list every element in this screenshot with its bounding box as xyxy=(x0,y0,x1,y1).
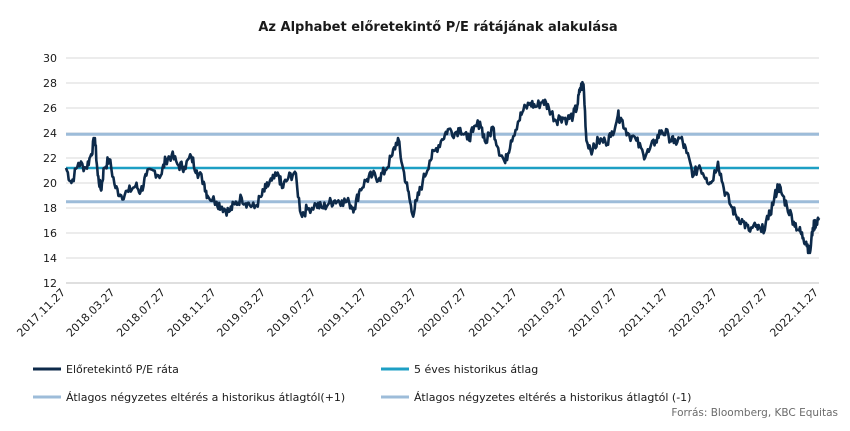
y-tick-label: 20 xyxy=(43,177,57,190)
x-tick-label: 2021.03.27 xyxy=(516,286,570,340)
x-tick-label: 2020.03.27 xyxy=(365,286,419,340)
chart-title: Az Alphabet előretekintő P/E rátájának a… xyxy=(258,20,617,35)
legend-label-0: Előretekintő P/E ráta xyxy=(66,363,179,376)
y-tick-label: 30 xyxy=(43,52,57,65)
x-tick-label: 2018.03.27 xyxy=(64,286,118,340)
x-axis-ticks: 2017.11.272018.03.272018.07.272018.11.27… xyxy=(14,286,821,340)
source-note: Forrás: Bloomberg, KBC Equitas xyxy=(671,407,838,419)
x-tick-label: 2021.07.27 xyxy=(566,286,620,340)
y-tick-label: 12 xyxy=(43,277,57,290)
x-tick-label: 2022.11.27 xyxy=(767,286,821,340)
x-tick-label: 2020.07.27 xyxy=(416,286,470,340)
y-tick-label: 22 xyxy=(43,152,57,165)
x-tick-label: 2019.03.27 xyxy=(214,286,268,340)
y-tick-label: 14 xyxy=(43,252,57,265)
x-tick-label: 2021.11.27 xyxy=(617,286,671,340)
x-tick-label: 2018.07.27 xyxy=(114,286,168,340)
y-tick-label: 28 xyxy=(43,77,57,90)
legend: Előretekintő P/E ráta 5 éves historikus á… xyxy=(33,363,691,404)
x-tick-label: 2019.11.27 xyxy=(315,286,369,340)
x-tick-label: 2022.03.27 xyxy=(666,286,720,340)
y-tick-label: 24 xyxy=(43,127,57,140)
x-tick-label: 2019.07.27 xyxy=(265,286,319,340)
reference-lines xyxy=(66,132,819,204)
x-tick-label: 2022.07.27 xyxy=(717,286,771,340)
x-tick-label: 2018.11.27 xyxy=(165,286,219,340)
pe-series-group xyxy=(64,80,821,255)
x-tick-label: 2020.11.27 xyxy=(466,286,520,340)
pe-ratio-line xyxy=(64,80,821,255)
y-tick-label: 18 xyxy=(43,202,57,215)
legend-label-3: Átlagos négyzetes eltérés a historikus á… xyxy=(414,391,691,404)
y-tick-label: 26 xyxy=(43,102,57,115)
y-axis-ticks: 12 14 16 18 20 22 24 26 28 30 xyxy=(43,52,57,290)
legend-label-2: Átlagos négyzetes eltérés a historikus á… xyxy=(66,391,345,404)
legend-label-1: 5 éves historikus átlag xyxy=(414,363,538,376)
y-tick-label: 16 xyxy=(43,227,57,240)
x-tick-label: 2017.11.27 xyxy=(14,286,68,340)
